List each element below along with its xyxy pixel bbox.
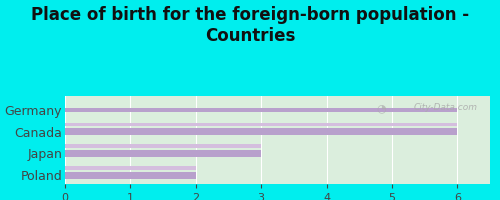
Bar <box>65 172 196 179</box>
Bar <box>65 150 261 157</box>
Text: Place of birth for the foreign-born population -
Countries: Place of birth for the foreign-born popu… <box>31 6 469 45</box>
Bar <box>65 166 196 170</box>
Bar <box>65 123 458 126</box>
Text: City-Data.com: City-Data.com <box>413 103 477 112</box>
Bar <box>65 144 261 148</box>
Bar <box>65 108 458 112</box>
Bar <box>65 128 458 135</box>
Text: ◔: ◔ <box>376 103 386 113</box>
